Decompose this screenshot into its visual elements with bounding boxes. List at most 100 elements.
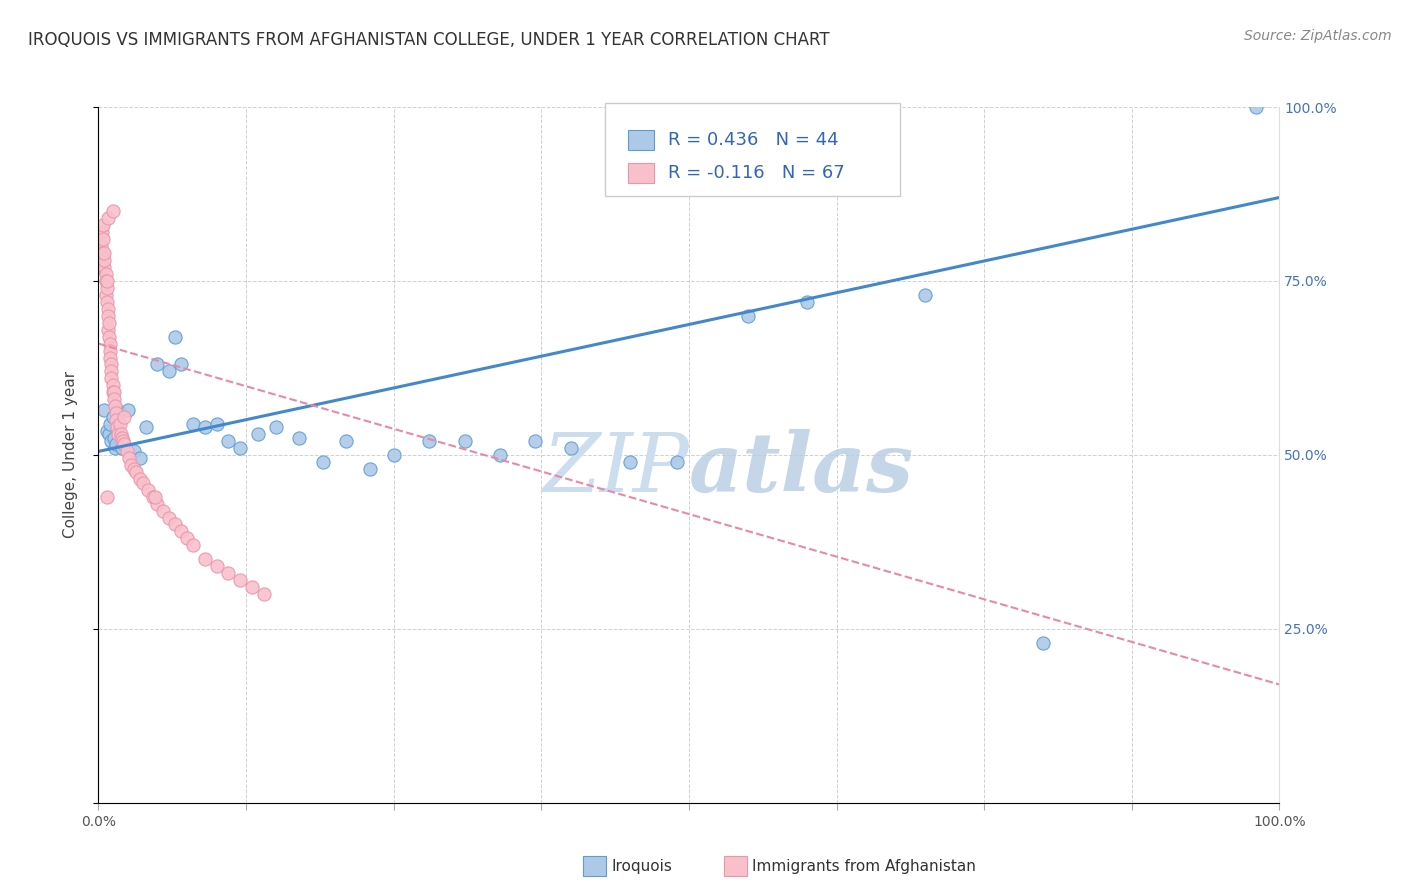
- Point: [108, 406, 131, 420]
- Point: [796, 294, 818, 309]
- Point: [181, 417, 204, 431]
- Point: [98, 351, 121, 365]
- Point: [135, 420, 157, 434]
- Point: [101, 385, 124, 400]
- Point: [107, 427, 129, 442]
- Point: [246, 427, 269, 442]
- Point: [105, 420, 128, 434]
- Point: [97, 211, 120, 226]
- Y-axis label: College, Under 1 year: College, Under 1 year: [63, 371, 77, 539]
- Point: [194, 552, 217, 566]
- Point: [142, 490, 165, 504]
- Point: [97, 301, 120, 316]
- Point: [619, 455, 641, 469]
- Point: [229, 573, 252, 587]
- Point: [359, 462, 381, 476]
- Point: [136, 483, 159, 497]
- Point: [98, 417, 121, 431]
- Point: [93, 402, 115, 417]
- Point: [152, 503, 174, 517]
- Point: [98, 336, 121, 351]
- Point: [104, 441, 127, 455]
- Point: [111, 430, 134, 444]
- Point: [96, 281, 118, 295]
- Point: [93, 246, 115, 260]
- Point: [101, 409, 124, 424]
- Point: [96, 274, 118, 288]
- Point: [103, 392, 125, 407]
- Point: [128, 451, 150, 466]
- Point: [560, 441, 582, 455]
- Point: [165, 517, 187, 532]
- Point: [91, 246, 114, 260]
- Point: [418, 434, 440, 448]
- Point: [382, 448, 405, 462]
- Point: [100, 371, 122, 385]
- Point: [312, 455, 335, 469]
- Point: [100, 434, 122, 448]
- Point: [98, 329, 121, 343]
- Point: [90, 260, 112, 274]
- Point: [101, 204, 124, 219]
- Point: [115, 444, 138, 458]
- Point: [157, 510, 180, 524]
- Point: [98, 427, 121, 442]
- Point: [112, 434, 135, 448]
- Point: [524, 434, 547, 448]
- Point: [91, 232, 114, 246]
- Point: [105, 413, 128, 427]
- Point: [96, 294, 118, 309]
- Point: [105, 406, 128, 420]
- Point: [90, 239, 112, 253]
- Point: [96, 490, 118, 504]
- Point: [100, 364, 122, 378]
- Point: [117, 402, 139, 417]
- Point: [91, 225, 114, 239]
- Text: Iroquois: Iroquois: [612, 859, 672, 873]
- Point: [132, 475, 155, 490]
- Point: [112, 437, 135, 451]
- Point: [103, 430, 125, 444]
- Point: [91, 219, 114, 233]
- Point: [101, 378, 124, 392]
- Point: [93, 253, 115, 268]
- Point: [253, 587, 276, 601]
- Point: [97, 323, 120, 337]
- Point: [98, 316, 121, 330]
- Point: [176, 532, 198, 546]
- Point: [110, 427, 132, 442]
- Point: [94, 274, 117, 288]
- Text: R = -0.116   N = 67: R = -0.116 N = 67: [668, 164, 845, 182]
- Point: [122, 444, 145, 458]
- Point: [111, 441, 134, 455]
- Point: [105, 437, 128, 451]
- Point: [94, 267, 117, 281]
- Point: [108, 417, 131, 431]
- Point: [105, 402, 128, 417]
- Point: [194, 420, 217, 434]
- Point: [146, 497, 169, 511]
- Point: [489, 448, 512, 462]
- Point: [1244, 100, 1267, 114]
- Text: IROQUOIS VS IMMIGRANTS FROM AFGHANISTAN COLLEGE, UNDER 1 YEAR CORRELATION CHART: IROQUOIS VS IMMIGRANTS FROM AFGHANISTAN …: [28, 31, 830, 49]
- Point: [146, 358, 169, 372]
- Point: [157, 364, 180, 378]
- Point: [205, 417, 228, 431]
- Point: [96, 424, 118, 438]
- Text: ZIP: ZIP: [543, 429, 689, 508]
- Point: [125, 466, 148, 480]
- Point: [1032, 636, 1054, 650]
- Text: Immigrants from Afghanistan: Immigrants from Afghanistan: [752, 859, 976, 873]
- Point: [93, 260, 115, 274]
- Point: [122, 462, 145, 476]
- Point: [104, 399, 127, 413]
- Point: [170, 358, 193, 372]
- Point: [737, 309, 759, 323]
- Point: [288, 430, 311, 444]
- Point: [112, 409, 135, 424]
- Point: [97, 309, 120, 323]
- Point: [205, 559, 228, 574]
- Point: [100, 358, 122, 372]
- Text: Source: ZipAtlas.com: Source: ZipAtlas.com: [1244, 29, 1392, 43]
- Point: [264, 420, 287, 434]
